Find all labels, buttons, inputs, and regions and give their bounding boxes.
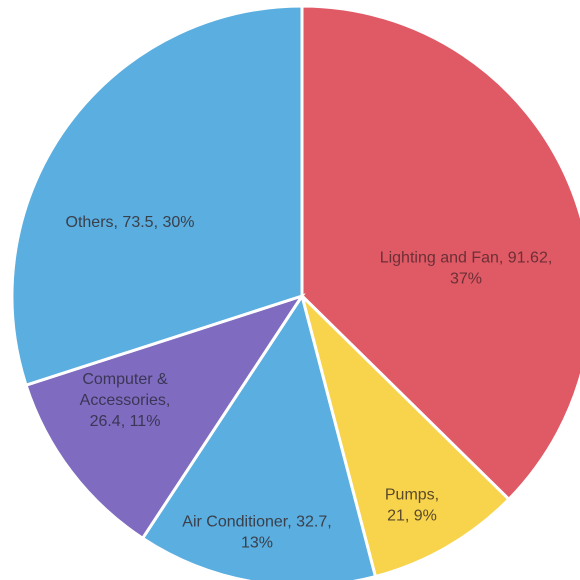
data-label-line: Lighting and Fan, 91.62,: [380, 250, 553, 267]
data-label-line: 26.4, 11%: [90, 413, 161, 430]
data-label-line: 21, 9%: [387, 508, 437, 525]
pie-slice-computer-accessories: [24, 293, 306, 541]
pie-slice-pumps: [299, 291, 511, 579]
data-label-line: Computer &: [82, 371, 168, 388]
data-label-line: Pumps,: [385, 487, 439, 504]
data-label-pumps: Pumps, 21, 9%: [385, 487, 439, 525]
data-label-line: 37%: [450, 271, 482, 288]
data-label-line: Others, 73.5, 30%: [66, 214, 195, 231]
pie-slice-air-conditioner: [140, 292, 378, 580]
data-label-line: Air Conditioner, 32.7,: [182, 514, 331, 531]
pie-labels: Lighting and Fan, 91.62, 37% Pumps, 21, 9% A…: [66, 214, 553, 552]
data-label-lighting-and-fan: Lighting and Fan, 91.62, 37%: [380, 250, 553, 288]
data-label-line: 13%: [241, 535, 273, 552]
data-label-others: Others, 73.5, 30%: [66, 214, 195, 231]
pie-slice-lighting-and-fan: [300, 4, 580, 502]
data-label-computer-accessories: Computer & Accessories, 26.4, 11%: [80, 371, 171, 430]
data-label-line: Accessories,: [80, 392, 171, 409]
pie-slice-others: [10, 4, 304, 388]
pie-slices: [10, 4, 580, 580]
data-label-air-conditioner: Air Conditioner, 32.7, 13%: [182, 514, 331, 552]
